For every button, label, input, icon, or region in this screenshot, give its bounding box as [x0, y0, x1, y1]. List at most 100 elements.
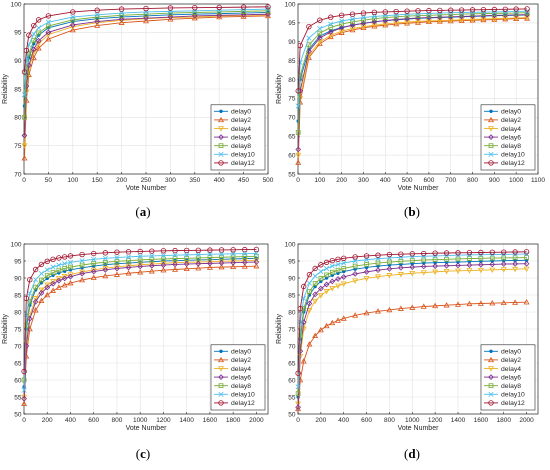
data-point-delay12: [183, 247, 190, 254]
data-point-delay2: [349, 26, 356, 33]
data-point-delay6: [512, 261, 519, 267]
data-point-delay8: [317, 30, 323, 36]
data-point-delay2: [306, 341, 313, 347]
legend-item-delay0: delay0: [484, 349, 521, 356]
data-point-delay12: [469, 7, 476, 13]
legend-item-delay12: delay12: [214, 400, 255, 407]
data-point-delay4: [436, 18, 443, 24]
data-point-delay2: [113, 271, 120, 277]
data-point-delay4: [382, 21, 389, 28]
data-point-delay6: [340, 274, 347, 280]
panel-label-open: (: [404, 204, 408, 219]
series-line-delay6: [24, 13, 269, 136]
data-point-delay10: [23, 312, 29, 318]
data-point-delay10: [312, 273, 318, 279]
x-tick-label: 300: [165, 177, 176, 184]
data-point-delay10: [421, 253, 427, 259]
chart-panel-b: 0 100 200 300 400 500 600 700 800 900 1000 1100 55 60…: [276, 1, 545, 219]
data-point-delay2: [512, 299, 519, 305]
y-tick-label: 60: [14, 377, 22, 384]
data-point-delay2: [443, 302, 450, 308]
data-point-delay4: [295, 152, 302, 159]
x-tick-label: 800: [384, 417, 395, 424]
x-tick-label: 900: [489, 177, 500, 184]
data-point-delay12: [426, 7, 432, 14]
data-point-delay8: [56, 267, 62, 273]
data-point-delay6: [90, 268, 97, 275]
legend-item-delay4: delay4: [214, 126, 251, 133]
series-layer: [21, 4, 271, 161]
data-point-delay2: [55, 284, 62, 290]
legend-marker: [219, 349, 223, 353]
x-tick-label: 1200: [428, 417, 443, 424]
y-tick-label: 65: [288, 134, 296, 141]
x-tick-label: 350: [189, 177, 200, 184]
data-point-delay10: [44, 267, 50, 273]
data-point-delay10: [33, 277, 39, 283]
y-tick-label: 95: [288, 20, 296, 27]
data-point-delay2: [466, 300, 473, 307]
data-point-delay6: [94, 18, 101, 25]
series-layer: [295, 249, 530, 412]
x-tick-label: 1200: [156, 417, 171, 424]
data-point-delay10: [184, 252, 190, 258]
panel-label: (a): [135, 204, 150, 219]
x-tick-label: 200: [315, 417, 326, 424]
legend-marker: [488, 143, 494, 149]
legend-item-delay2: delay2: [214, 356, 251, 364]
data-point-delay4: [480, 16, 487, 23]
data-point-delay6: [447, 13, 454, 20]
data-point-delay12: [44, 258, 50, 265]
data-point-delay10: [297, 59, 303, 66]
legend-item-delay6: delay6: [214, 374, 251, 381]
data-point-delay4: [317, 293, 324, 299]
data-point-delay2: [61, 282, 68, 288]
legend-label: delay2: [231, 357, 251, 364]
legend-label: delay6: [501, 374, 521, 381]
legend-item-delay4: delay4: [214, 366, 251, 373]
y-tick-label: 70: [288, 115, 296, 122]
data-point-delay2: [432, 302, 439, 309]
data-point-delay12: [218, 247, 225, 253]
legend-label: delay2: [231, 117, 251, 124]
data-point-delay6: [240, 11, 247, 18]
data-point-delay12: [386, 251, 393, 258]
legend-item-delay10: delay10: [484, 392, 525, 399]
x-tick-label: 450: [238, 177, 249, 184]
data-point-delay4: [21, 143, 28, 149]
data-point-delay12: [172, 247, 178, 254]
data-point-delay12: [352, 254, 358, 260]
data-point-delay2: [94, 22, 101, 28]
data-point-delay8: [46, 23, 51, 29]
x-tick-label: 400: [338, 417, 349, 424]
data-point-delay8: [149, 256, 155, 262]
data-point-delay4: [386, 273, 393, 279]
data-point-delay12: [21, 368, 27, 375]
series-line-delay4: [24, 14, 269, 146]
data-point-delay2: [172, 266, 179, 272]
data-point-delay4: [447, 18, 454, 24]
x-tick-label: 200: [336, 177, 347, 184]
x-tick-label: 1400: [451, 417, 466, 424]
y-axis-label: Reliability: [276, 74, 283, 104]
x-tick-label: 600: [423, 177, 434, 184]
data-point-delay6: [241, 259, 248, 266]
data-point-delay12: [421, 250, 427, 257]
legend-label: delay8: [501, 143, 521, 150]
data-point-delay8: [254, 253, 259, 259]
legend-item-delay10: delay10: [214, 152, 255, 159]
data-point-delay4: [409, 270, 416, 277]
data-point-delay2: [489, 300, 496, 306]
data-point-delay6: [26, 315, 33, 322]
y-tick-label: 55: [14, 394, 22, 401]
data-point-delay10: [23, 58, 30, 64]
data-point-delay12: [323, 259, 330, 266]
data-point-delay8: [335, 267, 341, 273]
data-point-delay12: [318, 262, 324, 268]
data-point-delay4: [458, 17, 465, 23]
legend-label: delay10: [501, 152, 525, 159]
data-point-delay2: [195, 265, 202, 271]
data-point-delay4: [404, 19, 411, 26]
data-point-delay12: [306, 23, 312, 30]
y-tick-label: 80: [288, 77, 296, 84]
